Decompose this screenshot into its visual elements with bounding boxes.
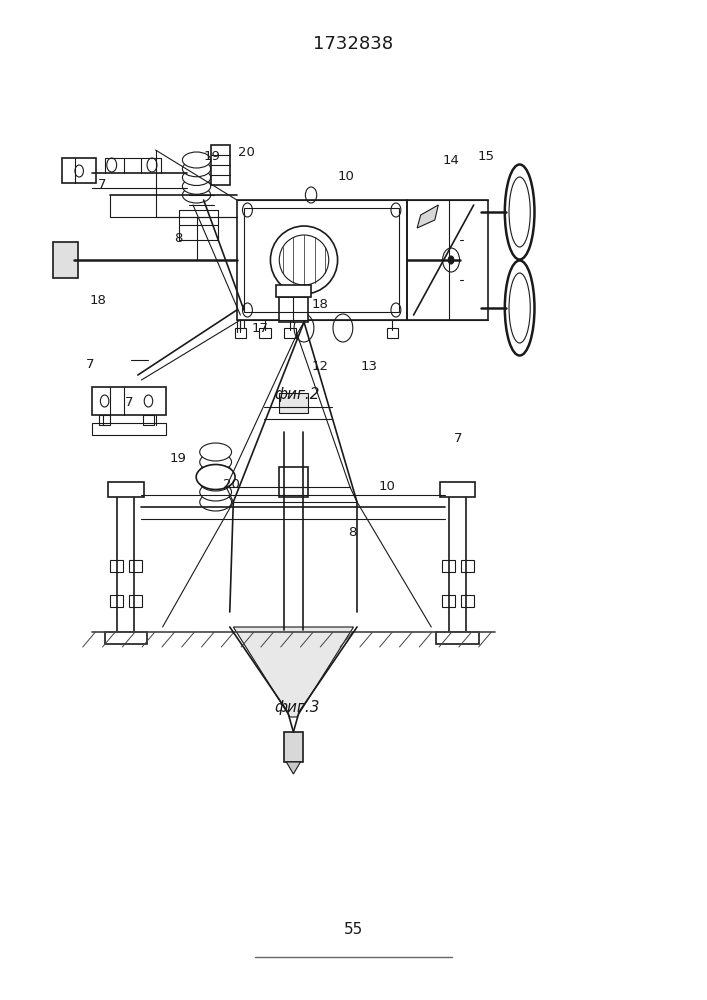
Ellipse shape bbox=[182, 187, 211, 203]
Bar bbox=[244, 208, 399, 312]
Ellipse shape bbox=[509, 177, 530, 247]
Text: 7: 7 bbox=[454, 432, 462, 444]
Bar bbox=[279, 393, 308, 413]
Text: 12: 12 bbox=[311, 360, 328, 373]
Bar bbox=[279, 467, 308, 497]
Ellipse shape bbox=[182, 178, 211, 194]
Polygon shape bbox=[417, 205, 438, 228]
Ellipse shape bbox=[182, 152, 211, 168]
Bar bbox=[62, 158, 96, 183]
Bar bbox=[117, 487, 134, 632]
Text: 10: 10 bbox=[379, 480, 396, 492]
Bar bbox=[211, 145, 230, 185]
Polygon shape bbox=[233, 627, 354, 717]
Text: 7: 7 bbox=[124, 395, 133, 408]
Ellipse shape bbox=[196, 464, 235, 489]
Bar bbox=[235, 328, 246, 338]
Text: 14: 14 bbox=[443, 153, 460, 166]
Text: 8: 8 bbox=[174, 232, 182, 244]
Bar bbox=[284, 328, 296, 338]
Bar bbox=[110, 595, 123, 607]
Bar bbox=[110, 560, 123, 572]
Ellipse shape bbox=[199, 493, 231, 511]
Text: 17: 17 bbox=[252, 322, 269, 334]
Bar bbox=[105, 632, 147, 644]
Bar bbox=[449, 487, 466, 632]
Ellipse shape bbox=[199, 453, 231, 471]
Bar bbox=[129, 595, 142, 607]
Text: 10: 10 bbox=[338, 170, 355, 184]
Ellipse shape bbox=[199, 443, 231, 461]
Bar bbox=[442, 595, 455, 607]
Ellipse shape bbox=[505, 164, 534, 259]
Bar bbox=[99, 415, 110, 425]
Text: фиг.3: фиг.3 bbox=[274, 700, 320, 715]
Ellipse shape bbox=[182, 161, 211, 177]
Polygon shape bbox=[286, 762, 300, 774]
Text: 7: 7 bbox=[98, 178, 107, 192]
Bar bbox=[461, 595, 474, 607]
Bar bbox=[387, 328, 398, 338]
Bar bbox=[279, 297, 308, 322]
Text: 20: 20 bbox=[223, 478, 240, 490]
Bar bbox=[259, 328, 271, 338]
Ellipse shape bbox=[270, 226, 338, 294]
Ellipse shape bbox=[199, 463, 231, 481]
Text: 8: 8 bbox=[348, 526, 356, 538]
Bar bbox=[276, 285, 311, 297]
Bar bbox=[237, 200, 407, 320]
Ellipse shape bbox=[509, 273, 530, 343]
Bar bbox=[461, 560, 474, 572]
Bar bbox=[129, 560, 142, 572]
Text: фиг.2: фиг.2 bbox=[274, 387, 320, 402]
Bar bbox=[143, 415, 154, 425]
Ellipse shape bbox=[199, 473, 231, 491]
Text: 18: 18 bbox=[311, 298, 328, 312]
Bar bbox=[53, 242, 78, 278]
Text: 15: 15 bbox=[478, 150, 495, 163]
Bar bbox=[407, 200, 488, 320]
Circle shape bbox=[448, 256, 454, 264]
Ellipse shape bbox=[182, 169, 211, 186]
Ellipse shape bbox=[505, 260, 534, 356]
Text: 19: 19 bbox=[204, 150, 221, 163]
Bar bbox=[442, 560, 455, 572]
Text: 19: 19 bbox=[170, 452, 187, 464]
Bar bbox=[284, 732, 303, 762]
Text: 1732838: 1732838 bbox=[313, 35, 394, 53]
Text: 18: 18 bbox=[89, 294, 106, 306]
Ellipse shape bbox=[199, 483, 231, 501]
Bar bbox=[92, 387, 166, 415]
Bar bbox=[108, 482, 144, 497]
Text: 20: 20 bbox=[238, 145, 255, 158]
Text: 13: 13 bbox=[361, 360, 378, 373]
Text: 55: 55 bbox=[344, 922, 363, 938]
Text: 7: 7 bbox=[86, 359, 95, 371]
Bar bbox=[92, 423, 166, 435]
Bar bbox=[440, 482, 475, 497]
Bar bbox=[436, 632, 479, 644]
Ellipse shape bbox=[279, 235, 329, 285]
